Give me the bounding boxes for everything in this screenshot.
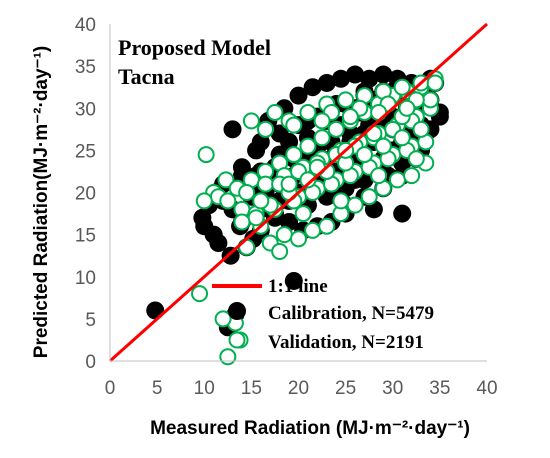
validation-point [398,99,416,117]
validation-point [346,196,364,214]
legend-validation-marker [228,331,246,349]
validation-point [407,150,425,168]
x-tick-label: 35 [429,378,450,399]
validation-point [299,137,317,155]
validation-point [341,108,359,126]
legend-calibration-marker [228,302,246,320]
validation-point [233,213,251,231]
validation-point [238,184,256,201]
y-tick-label: 30 [75,99,96,120]
validation-point [280,175,298,193]
calibration-point [374,65,393,84]
validation-point [247,209,265,227]
validation-point [275,226,293,244]
validation-point [191,285,209,303]
validation-point [360,188,378,206]
calibration-point [317,73,336,92]
validation-point [426,74,444,92]
x-tick-label: 40 [476,378,497,399]
validation-point [299,171,317,189]
validation-point [266,103,284,121]
validation-point [393,129,411,147]
legend-validation-label: Validation, N=2191 [268,332,424,353]
plot-area [109,22,488,366]
calibration-point [223,120,242,139]
x-axis-title: Measured Radiation (MJ·m⁻²·day⁻¹) [150,418,470,439]
validation-point [318,217,336,235]
calibration-point [331,69,350,88]
y-tick-label: 5 [85,310,96,331]
validation-point [299,103,317,121]
validation-point [388,171,406,189]
validation-point [257,120,275,138]
validation-point [285,146,303,164]
calibration-point [303,78,322,97]
y-tick-label: 15 [75,226,96,247]
validation-point [217,171,235,189]
validation-point [313,129,331,147]
validation-point [219,348,237,366]
y-tick-label: 20 [75,184,96,205]
calibration-point [346,65,365,84]
chart-title: Proposed Model [118,35,271,60]
y-tick-label: 0 [85,352,96,373]
legend-calibration-label: Calibration, N=5479 [268,303,434,324]
validation-point [195,192,213,210]
x-tick-label: 10 [194,378,215,399]
validation-point [327,120,345,138]
x-tick-label: 25 [335,378,356,399]
x-tick-label: 20 [288,378,309,399]
y-axis-title: Predicted Radiation(MJ·m⁻²·day⁻¹) [31,46,52,358]
validation-point [313,112,331,130]
x-tick-label: 15 [241,378,262,399]
y-tick-label: 25 [75,141,96,162]
validation-point [304,221,322,239]
validation-point [332,192,350,210]
validation-point [294,205,312,223]
validation-point [374,137,392,155]
calibration-point [209,234,228,253]
validation-point [257,175,275,193]
axes: 0 5 10 15 20 25 30 35 40 0 5 10 15 20 25 30 35 40 [75,15,498,399]
calibration-point [221,246,240,265]
validation-point [393,78,411,96]
validation-point [214,310,232,328]
calibration-point [284,271,303,290]
calibration-point [393,204,412,223]
chart-subtitle: Tacna [118,64,175,89]
validation-point [219,192,237,210]
validation-point [355,146,373,164]
legend-one-to-one-label: 1:1 line [268,276,328,297]
validation-point [197,146,215,164]
x-tick-label: 30 [382,378,403,399]
x-tick-label: 5 [152,378,163,399]
calibration-point [195,217,214,236]
calibration-point [289,86,308,105]
validation-point [252,192,270,210]
validation-point [403,167,421,185]
y-tick-label: 10 [75,268,96,289]
validation-point [412,120,430,138]
validation-point [242,112,260,130]
one-to-one-line [109,22,488,363]
validation-point [370,167,388,185]
validation-point [285,116,303,134]
validation-point [271,242,289,260]
validation-point [290,230,307,248]
validation-point [337,91,355,109]
validation-point [421,91,439,109]
legend: 1:1 line Calibration, N=5479 Validation,… [212,276,434,353]
y-tick-label: 35 [75,57,96,78]
y-tick-label: 40 [75,15,96,36]
x-tick-label: 0 [105,378,116,399]
